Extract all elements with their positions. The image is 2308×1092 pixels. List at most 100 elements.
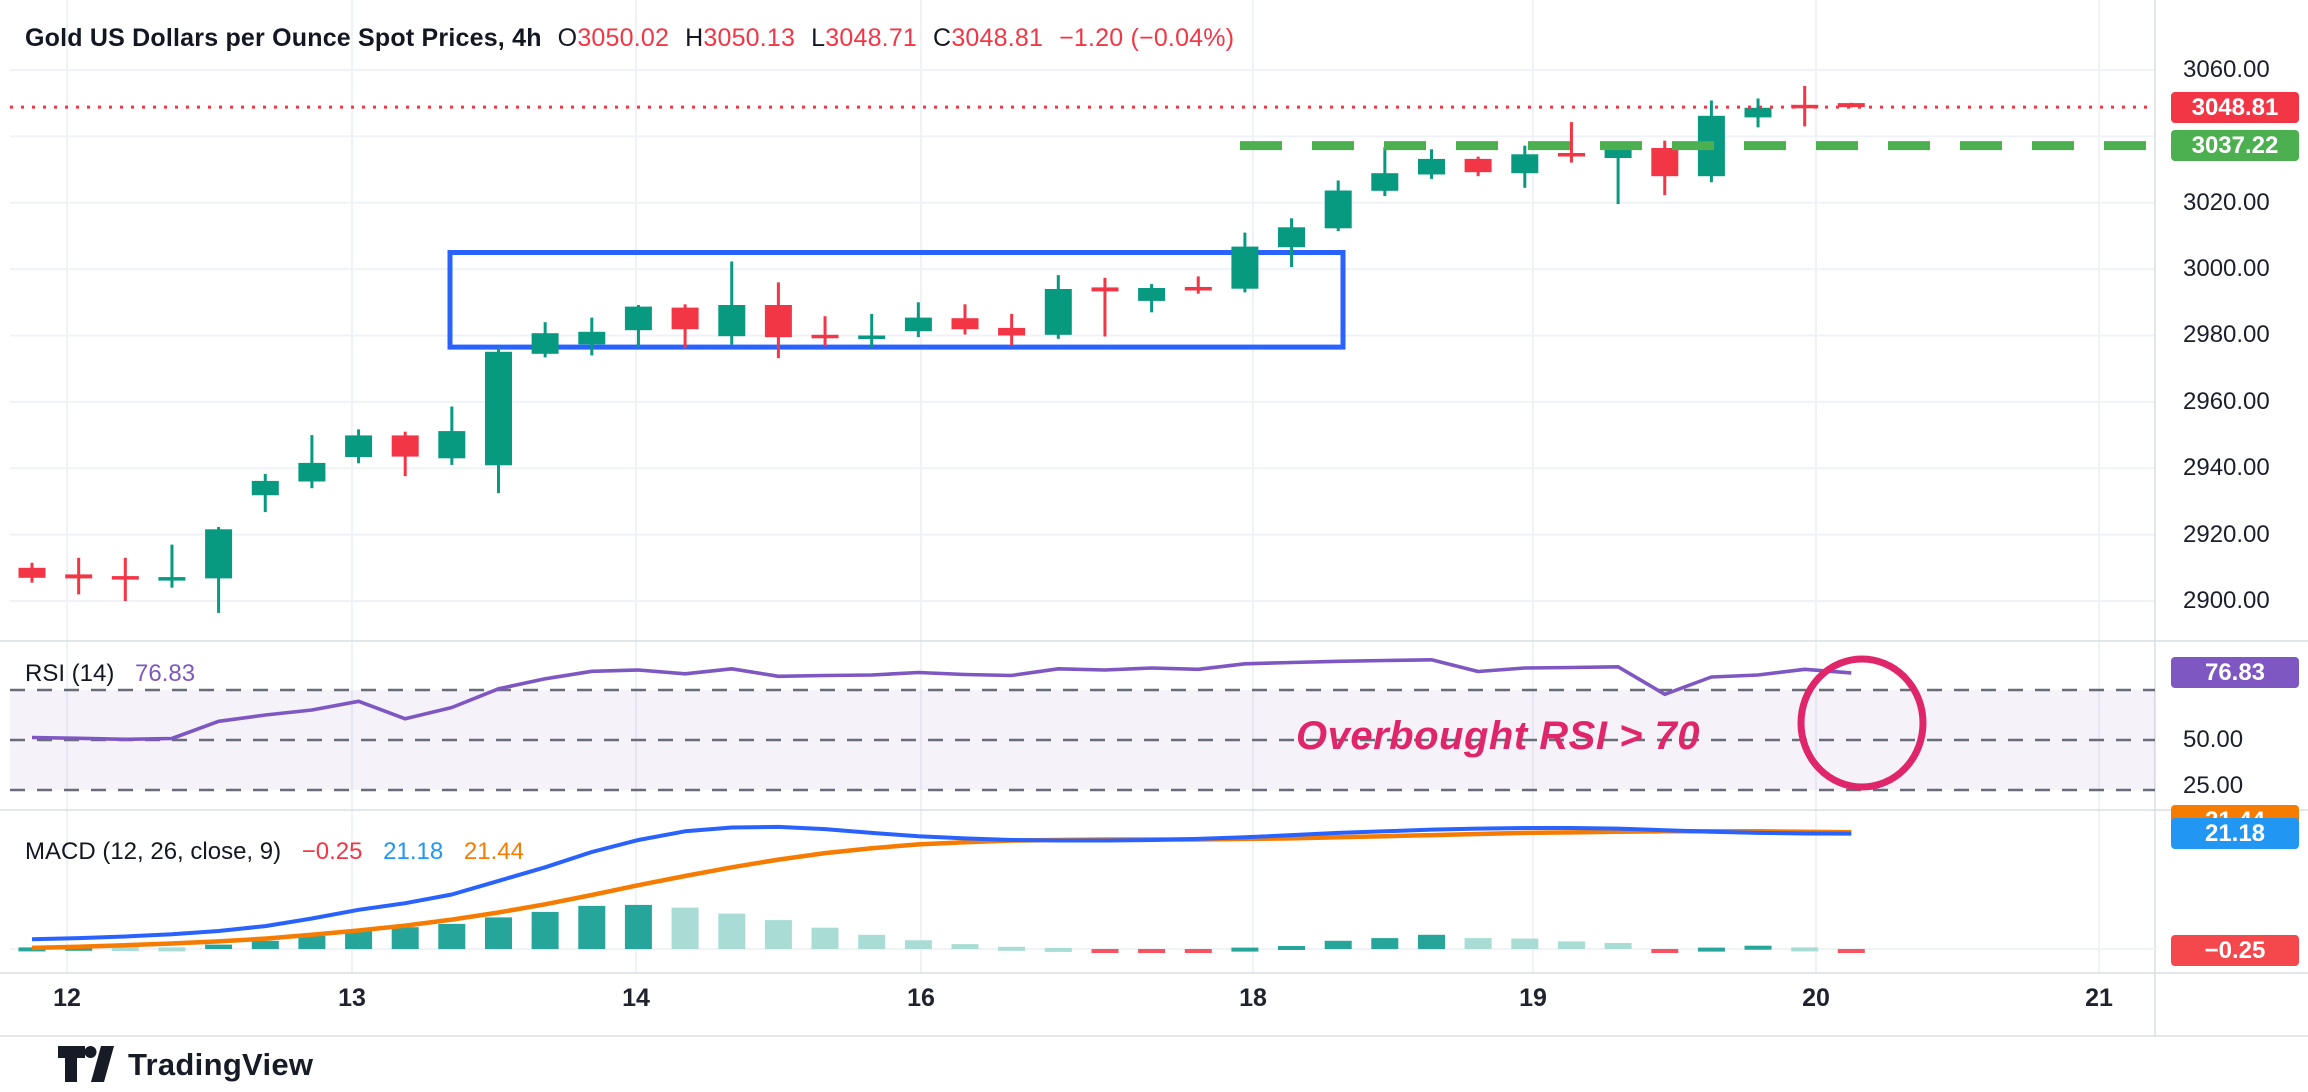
macd-histogram-bar: [1278, 946, 1305, 950]
overbought-circle: [1797, 655, 1927, 791]
time-axis-label: 14: [622, 984, 650, 1012]
candle-up: [438, 431, 466, 459]
macd-line-badge: 21.18: [2171, 818, 2299, 849]
macd-histogram-bar: [718, 913, 746, 949]
macd-legend[interactable]: MACD (12, 26, close, 9) −0.25 21.18 21.4…: [25, 838, 524, 866]
candle-up: [1371, 173, 1399, 191]
macd-histogram-bar: [578, 905, 606, 949]
level-price-badge: 3037.22: [2171, 130, 2299, 161]
last-price-badge: 3048.81: [2171, 92, 2299, 123]
candle-down: [998, 327, 1026, 336]
candle-down: [18, 567, 46, 578]
ohlc-label: C: [933, 24, 952, 52]
macd-histogram-bar: [1091, 949, 1119, 953]
price-axis-label: 3020.00: [2183, 189, 2270, 216]
macd-histogram-bar: [858, 934, 886, 949]
candle-down: [111, 576, 139, 580]
candle-down: [1558, 153, 1585, 157]
rsi-axis-label: 25.00: [2183, 772, 2244, 799]
candle-up: [1044, 289, 1072, 335]
macd-histogram-bar: [1651, 949, 1679, 953]
time-axis-label: 20: [1802, 984, 1830, 1012]
candle-up: [1744, 107, 1772, 118]
ohlc-value: 3048.71: [825, 24, 918, 52]
macd-histogram-bar: [531, 911, 559, 949]
ohlc-value: 3050.13: [703, 24, 796, 52]
candle-up: [1231, 246, 1259, 289]
candle-up: [1138, 288, 1166, 301]
macd-histogram-bar: [624, 904, 652, 949]
macd-histogram-bar: [298, 935, 326, 949]
candle-up: [578, 331, 606, 345]
candle-down: [1184, 287, 1212, 291]
time-axis-label: 19: [1519, 984, 1547, 1012]
time-axis-label: 13: [338, 984, 366, 1012]
macd-signal-value: 21.44: [463, 838, 524, 865]
candle-up: [1324, 190, 1352, 229]
macd-histogram-bar: [904, 940, 932, 949]
candle-down: [1464, 158, 1492, 173]
macd-signal-line: [31, 829, 1852, 951]
candle-down: [951, 318, 979, 330]
rsi-axis-label: 50.00: [2183, 726, 2244, 753]
candle-up: [531, 333, 559, 354]
ohlc-value: 3048.81: [951, 24, 1044, 52]
candle-down: [65, 574, 93, 579]
price-axis-label: 2900.00: [2183, 587, 2270, 614]
macd-histogram-bar: [998, 946, 1026, 951]
rsi-value-badge: 76.83: [2171, 657, 2299, 688]
candle-up: [158, 577, 186, 581]
macd-histogram-bar: [1324, 940, 1352, 949]
rsi-legend[interactable]: RSI (14) 76.83: [25, 660, 195, 688]
ohlc-values: O3050.02 H3050.13 L3048.71 C3048.81: [542, 24, 1043, 52]
candle-up: [298, 462, 326, 482]
consolidation-rectangle: [447, 250, 1346, 350]
macd-histogram-bar: [1184, 949, 1212, 953]
macd-line: [31, 824, 1852, 942]
candle-up: [251, 480, 279, 496]
tradingview-logo[interactable]: TradingView: [58, 1044, 313, 1086]
macd-histogram-bar: [1231, 947, 1259, 952]
candle-up: [1511, 154, 1539, 174]
candle-up: [1278, 227, 1305, 248]
candle-up: [345, 435, 373, 457]
macd-histogram-bar: [158, 947, 186, 952]
candle-up: [858, 335, 886, 339]
macd-histogram-bar: [18, 947, 46, 952]
rsi-line: [31, 657, 1852, 742]
candle-up: [485, 351, 512, 466]
macd-histogram-bar: [485, 917, 512, 949]
candle-down: [1091, 287, 1119, 292]
candle-down: [1651, 148, 1679, 177]
macd-histogram-bar: [1138, 949, 1166, 953]
macd-histogram-bar: [111, 947, 139, 952]
macd-histogram-bar: [1744, 945, 1772, 950]
change-value: −1.20 (−0.04%): [1059, 24, 1235, 52]
macd-hist-badge: −0.25: [2171, 935, 2299, 966]
macd-histogram-bar: [1044, 947, 1072, 952]
price-axis-label: 2980.00: [2183, 321, 2270, 348]
ohlc-label: H: [685, 24, 704, 52]
candle-down: [671, 307, 699, 330]
macd-line-value: 21.18: [383, 838, 444, 865]
macd-histogram-bar: [1371, 938, 1399, 949]
macd-label: MACD (12, 26, close, 9): [25, 838, 282, 865]
candle-up: [205, 529, 233, 579]
ohlc-label: O: [557, 24, 578, 52]
macd-histogram-bar: [438, 923, 466, 949]
candle-down: [1837, 103, 1865, 108]
candle-up: [718, 305, 746, 337]
macd-histogram-bar: [1604, 943, 1632, 949]
macd-hist-value: −0.25: [301, 838, 363, 865]
symbol-legend[interactable]: Gold US Dollars per Ounce Spot Prices, 4…: [25, 24, 1234, 53]
time-axis-label: 18: [1239, 984, 1267, 1012]
macd-histogram-bar: [1511, 938, 1539, 949]
macd-histogram-bar: [811, 927, 839, 949]
price-axis-label: 2960.00: [2183, 388, 2270, 415]
price-axis-label: 3000.00: [2183, 255, 2270, 282]
candle-up: [624, 306, 652, 331]
ohlc-value: 3050.02: [577, 24, 670, 52]
time-axis-label: 16: [907, 984, 935, 1012]
